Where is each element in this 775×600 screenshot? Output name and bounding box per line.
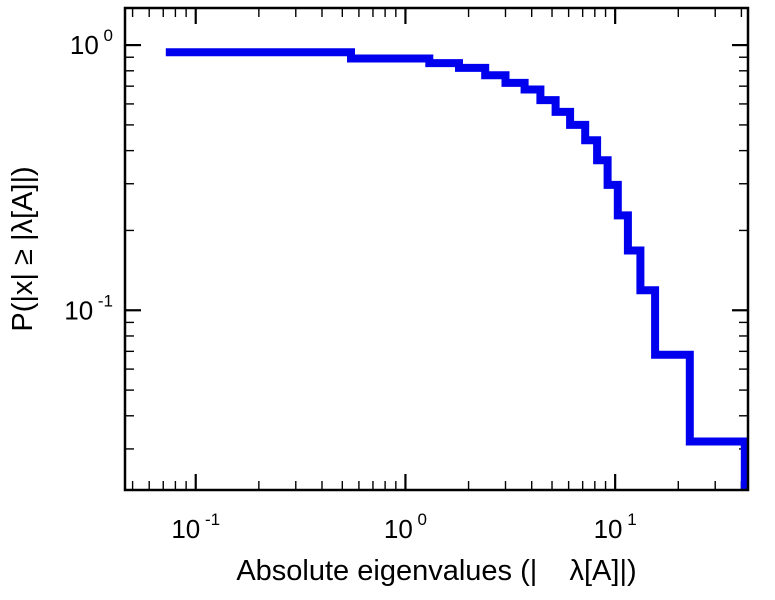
- x-tick-label: 10 0: [384, 510, 427, 544]
- plot-frame: [123, 6, 750, 492]
- axis-ticks: [125, 8, 748, 490]
- x-tick-label: 10 -1: [171, 510, 220, 544]
- y-tick-label: 10 -1: [64, 291, 113, 325]
- y-tick-label: 10 0: [70, 26, 113, 60]
- axis-tick-labels: 10 -1 10 0 10 1 10 0 10 -1: [64, 26, 636, 544]
- x-axis-label: Absolute eigenvalues (| λ[A]|): [236, 555, 636, 587]
- plot-background: [125, 8, 748, 490]
- x-tick-label: 10 1: [594, 510, 637, 544]
- ccdf-curve: [165, 48, 748, 490]
- y-axis-label: P(|x| ≥ |λ[A]|): [7, 166, 39, 331]
